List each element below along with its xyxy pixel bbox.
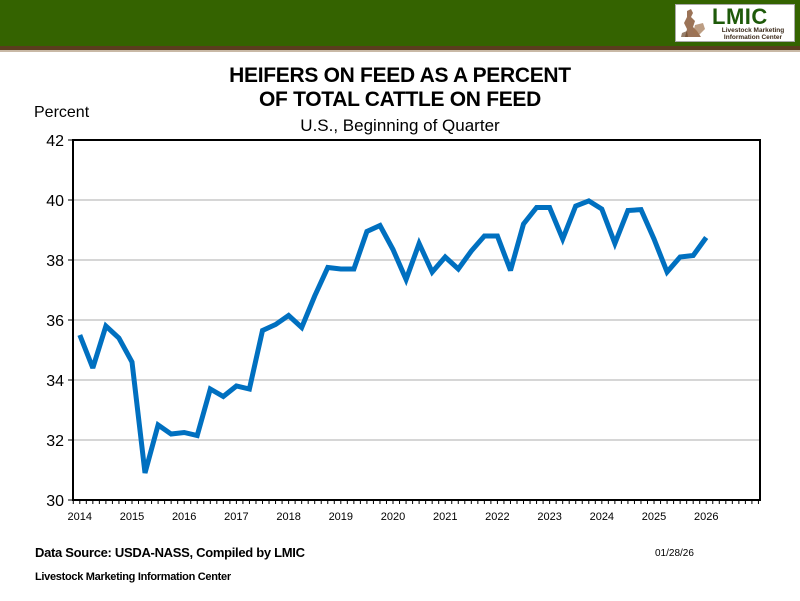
header-divider-highlight [0, 50, 800, 52]
y-tick-label: 34 [46, 373, 64, 390]
x-tick-label: 2025 [642, 511, 666, 523]
chart-title-line1: HEIFERS ON FEED AS A PERCENT [229, 64, 571, 87]
x-tick-label: 2019 [329, 511, 353, 523]
cowboy-horse-icon [681, 9, 705, 37]
x-tick-label: 2014 [68, 511, 92, 523]
logo-subtitle-line1: Livestock Marketing [721, 27, 785, 34]
header-divider [0, 46, 800, 50]
lmic-logo: LMIC Livestock Marketing Information Cen… [675, 4, 795, 42]
y-tick-label: 30 [46, 493, 64, 510]
series-layer [77, 198, 709, 474]
logo-subtitle: Livestock Marketing Information Center [714, 27, 792, 41]
x-axis-ticks: 2014 2015 2016 2017 2018 2019 2020 2021 2022 2023… [68, 500, 759, 523]
chart-date: 01/28/26 [655, 548, 694, 559]
chart-subtitle: U.S., Beginning of Quarter [300, 116, 500, 135]
x-tick-label: 2021 [433, 511, 457, 523]
y-tick-label: 38 [46, 253, 64, 270]
y-tick-label: 42 [46, 133, 64, 150]
series-line [77, 198, 709, 474]
x-tick-label: 2017 [224, 511, 248, 523]
x-tick-label: 2024 [590, 511, 614, 523]
x-tick-label: 2018 [276, 511, 300, 523]
y-tick-label: 36 [46, 313, 64, 330]
x-tick-label: 2023 [537, 511, 561, 523]
logo-subtitle-line2: Information Center [723, 34, 783, 41]
x-tick-label: 2015 [120, 511, 144, 523]
chart-title-line2: OF TOTAL CATTLE ON FEED [258, 88, 542, 111]
y-axis-label: Percent [34, 104, 90, 121]
data-source-note: Data Source: USDA-NASS, Compiled by LMIC [35, 545, 305, 560]
x-tick-label: 2020 [381, 511, 405, 523]
y-tick-label: 40 [46, 193, 64, 210]
header-banner [0, 0, 800, 46]
plot-frame [72, 139, 761, 501]
y-axis-ticks: 30 32 34 36 38 40 42 [46, 133, 73, 510]
gridlines [73, 199, 760, 441]
x-tick-label: 2026 [694, 511, 718, 523]
x-tick-label: 2022 [485, 511, 509, 523]
y-tick-label: 32 [46, 433, 64, 450]
logo-title: LMIC [712, 4, 768, 29]
organization-name: Livestock Marketing Information Center [35, 571, 231, 583]
x-tick-label: 2016 [172, 511, 196, 523]
